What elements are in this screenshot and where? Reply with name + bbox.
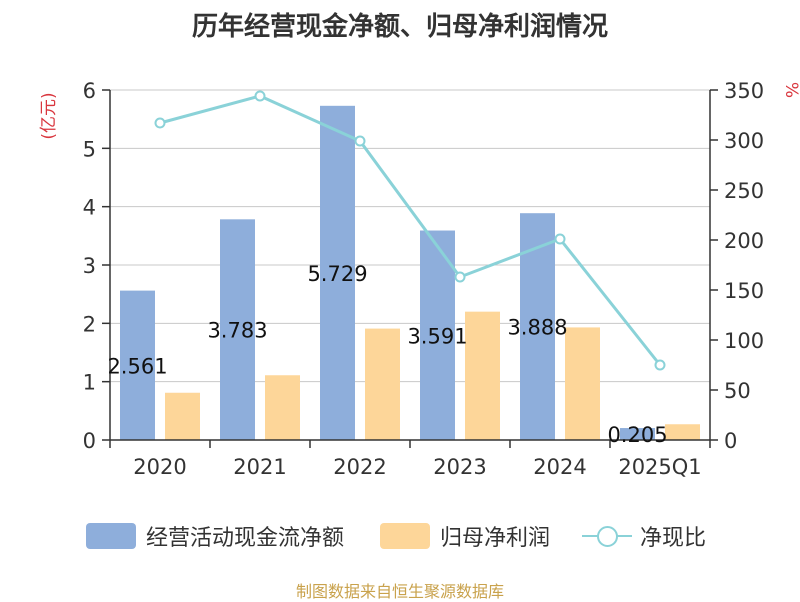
ratio-point	[254, 90, 266, 102]
left-tick-label: 3	[83, 254, 96, 278]
right-tick-label: 300	[724, 129, 764, 153]
bar-net-profit	[465, 311, 500, 440]
left-tick-label: 4	[83, 196, 96, 220]
right-tick-label: 250	[724, 179, 764, 203]
legend-label-cashflow: 经营活动现金流净额	[146, 526, 345, 551]
x-tick-label: 2023	[433, 455, 486, 479]
bar-net-profit	[165, 392, 200, 440]
right-axis-unit: %	[781, 82, 800, 98]
bar-net-profit	[565, 327, 600, 440]
bar-cashflow	[220, 219, 255, 440]
left-tick-label: 2	[83, 312, 96, 336]
x-tick-label: 2020	[133, 455, 186, 479]
legend-label-cash-ratio: 净现比	[640, 526, 707, 551]
ratio-line-path	[159, 94, 662, 366]
data-label-cashflow: 3.591	[407, 324, 467, 348]
right-tick-label: 0	[724, 429, 737, 453]
data-label-cashflow: 5.729	[307, 262, 367, 286]
ratio-point	[654, 359, 666, 371]
data-label-cashflow: 2.561	[107, 354, 167, 378]
ratio-point	[354, 135, 366, 147]
chart-title: 历年经营现金净额、归母净利润情况	[191, 12, 608, 42]
left-tick-label: 1	[83, 371, 96, 395]
x-tick-label: 2024	[533, 455, 586, 479]
right-tick-label: 350	[724, 79, 764, 103]
ratio-line	[154, 90, 666, 371]
data-labels: 2.561 3.783 5.729 3.591 3.888 0.205	[107, 262, 667, 447]
axes: 0 1 2 3 4 5 6 0 50 100 150 200 250 300 350 (亿元)% 2020 202…	[39, 79, 800, 479]
bar-net-profit	[265, 375, 300, 440]
left-tick-label: 5	[83, 137, 96, 161]
bar-cashflow	[620, 428, 655, 440]
data-label-cashflow: 3.888	[507, 316, 567, 340]
legend-swatch-cashflow	[86, 523, 136, 549]
right-tick-label: 150	[724, 279, 764, 303]
x-tick-label: 2021	[233, 455, 286, 479]
legend-line-marker-icon	[582, 523, 632, 549]
bar-cashflow	[420, 230, 455, 440]
data-label-cashflow: 0.205	[607, 423, 667, 447]
legend-item-cash-ratio[interactable]: 净现比	[582, 518, 706, 554]
left-axis-unit: (亿元)	[39, 92, 59, 139]
ratio-point	[154, 117, 166, 129]
ratio-point	[554, 233, 566, 245]
right-tick-label: 100	[724, 329, 764, 353]
left-tick-label: 6	[83, 79, 96, 103]
bar-series	[120, 105, 700, 440]
bar-net-profit	[365, 328, 400, 440]
bar-cashflow	[120, 290, 155, 440]
legend-swatch-net-profit	[380, 523, 430, 549]
legend-label-net-profit: 归母净利润	[440, 526, 551, 551]
x-tick-label: 2022	[333, 455, 386, 479]
right-tick-label: 50	[724, 379, 751, 403]
data-source: 制图数据来自恒生聚源数据库	[295, 582, 504, 601]
right-tick-label: 200	[724, 229, 764, 253]
legend-item-cashflow[interactable]: 经营活动现金流净额	[86, 518, 344, 554]
x-tick-label: 2025Q1	[618, 455, 701, 479]
ratio-point	[454, 271, 466, 283]
left-tick-label: 0	[83, 429, 96, 453]
bar-net-profit	[665, 424, 700, 440]
legend-item-net-profit[interactable]: 归母净利润	[380, 518, 550, 554]
bar-cashflow	[320, 105, 355, 440]
data-label-cashflow: 3.783	[207, 319, 267, 343]
legend: 经营活动现金流净额 归母净利润 净现比	[0, 518, 800, 558]
